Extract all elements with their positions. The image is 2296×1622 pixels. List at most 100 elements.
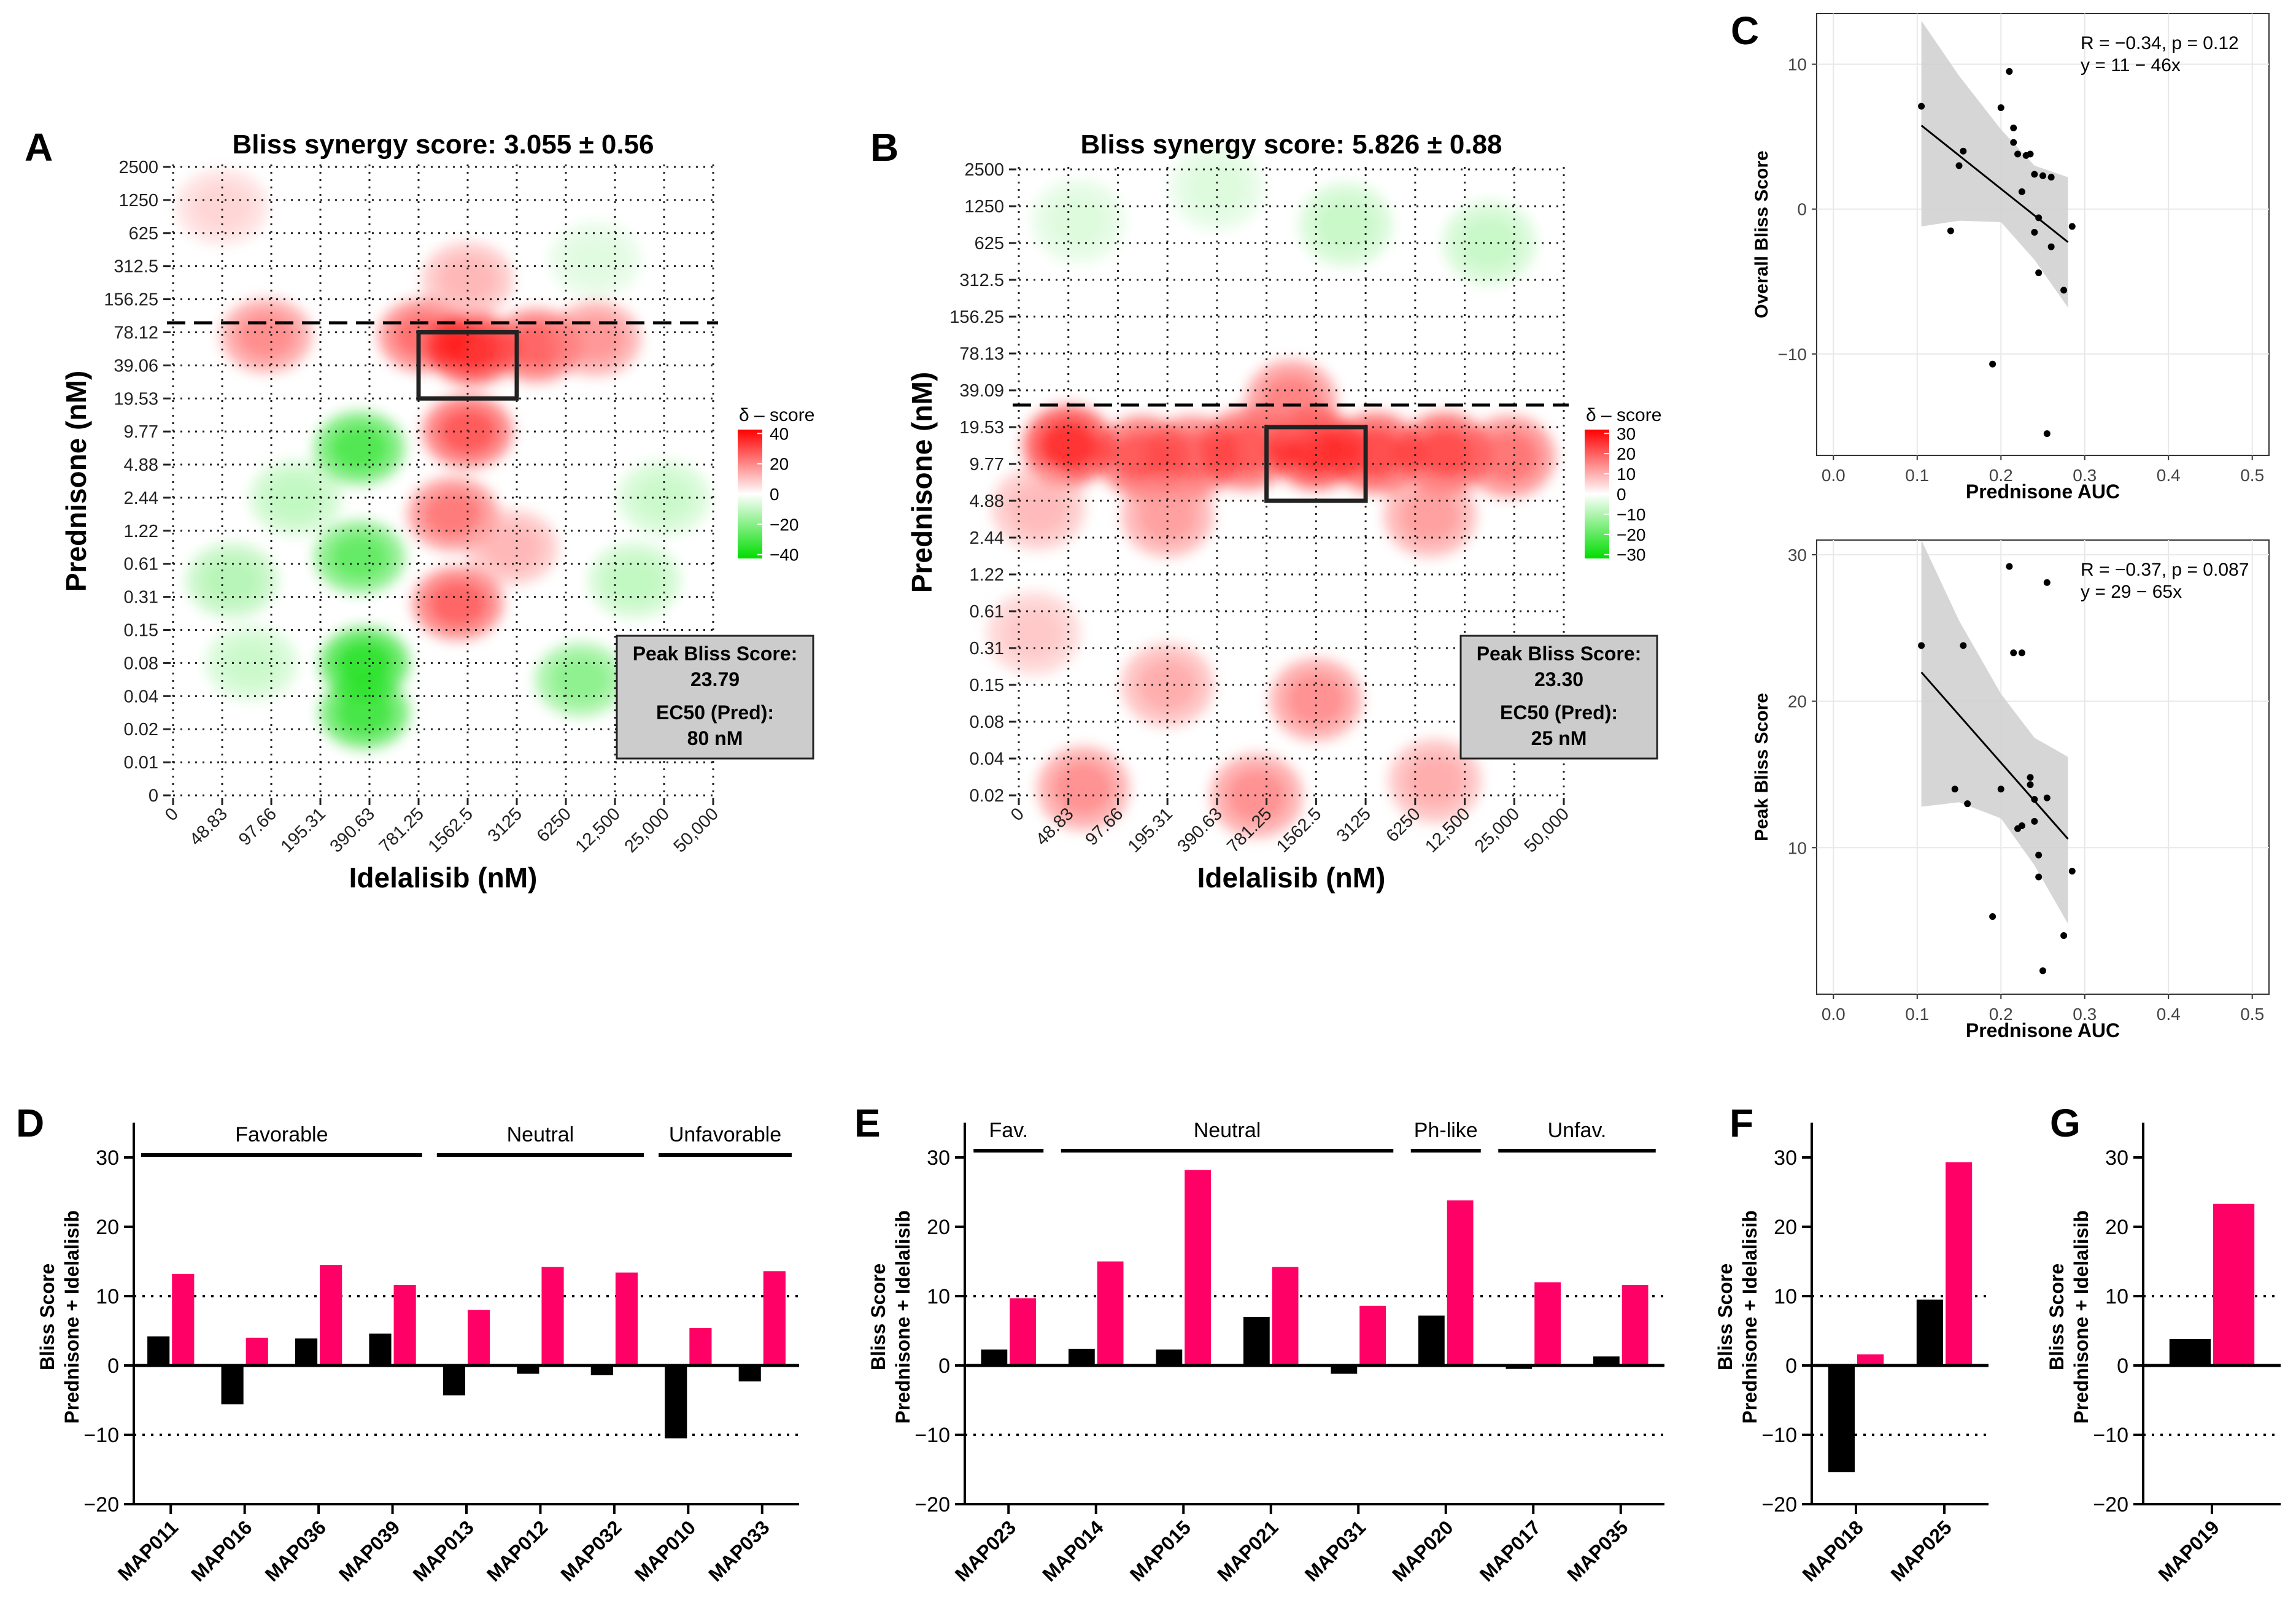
y-tick-label: 0 [1797,200,1807,219]
y-tick-label: 10 [927,1285,950,1308]
y-tick-label: −20 [914,1493,950,1516]
y-tick-label: 39.09 [959,381,1004,401]
bar-peak [1185,1170,1211,1365]
y-tick-label: 0.04 [970,749,1004,769]
y-tick-label: −20 [83,1493,119,1516]
data-point [2035,851,2043,859]
y-tick-label: 0.61 [124,555,158,574]
bar-peak [1359,1305,1386,1365]
ec50-value: 25 nM [1531,727,1587,749]
panel-letter: A [25,125,53,169]
y-tick-label: −10 [1778,345,1807,364]
bar-overall [443,1365,465,1396]
x-tick-label: 0.0 [1822,1005,1846,1024]
y-tick-label: 78.12 [114,323,158,342]
panel-c-bottom: 0.0 0.1 0.2 0.3 0.4 0.5 30 20 10 R = −0.37, p = 0… [1752,539,2270,1041]
y-axis-label: Prednisone (nM) [60,371,92,592]
panel-letter: F [1730,1101,1753,1145]
data-point [2010,649,2017,657]
correlation-annotation: R = −0.34, p = 0.12 [2081,33,2239,53]
data-point [2047,174,2055,181]
heatmap-cell-core [428,580,487,627]
y-tick-label: 20 [927,1216,950,1239]
y-tick-label: 19.53 [959,418,1004,438]
y-tick-label: 30 [2105,1146,2128,1170]
x-tick-label: 97.66 [235,804,280,849]
bar-overall [369,1334,392,1365]
info-box-background [616,635,814,760]
y-tick-label: 19.53 [114,389,158,409]
category-label: MAP010 [630,1516,700,1585]
bar-peak [1534,1282,1561,1365]
y-tick-label: 10 [1788,838,1807,857]
data-point [1964,800,1971,808]
group-label: Ph-like [1414,1119,1478,1142]
x-tick-label: 0.4 [2157,1005,2181,1024]
bar-overall [738,1365,761,1381]
y-tick-label: 0.08 [124,654,158,673]
x-tick-label: 0.5 [2240,466,2264,485]
y-axis-label: Prednisone (nM) [906,372,938,593]
ec50-label: EC50 (Pred): [656,701,774,724]
heatmap-cell-core [438,256,497,303]
data-point [2039,172,2046,179]
y-tick-label: 0.31 [124,588,158,608]
peak-region-box [416,330,519,401]
y-tick-label: 2500 [118,158,158,177]
category-label: MAP039 [334,1516,404,1585]
x-tick-label: 3125 [484,804,526,846]
panel-A: A 0 0.01 0.02 0.04 0.08 0.15 0.31 0.61 1.22 2.44 4.… [25,125,814,894]
heatmap-cell-core [1459,217,1520,269]
bar-peak [763,1271,786,1365]
y-tick-label: 312.5 [114,257,158,277]
data-point [1997,786,2004,793]
bar-overall [1828,1365,1855,1473]
y-tick-label: 30 [96,1146,119,1170]
y-tick-label: 10 [2105,1285,2128,1308]
y-tick-label: 0 [1785,1354,1797,1378]
data-point [2018,188,2025,195]
bar-overall [2169,1339,2211,1365]
heatmap-cell-core [1261,376,1321,427]
heatmap-cell-core [1137,490,1197,541]
x-tick-label: 0.1 [1905,466,1929,485]
bar-overall [1418,1315,1445,1365]
data-point [2014,150,2022,158]
panel-letter: D [16,1101,44,1145]
correlation-annotation: R = −0.37, p = 0.087 [2081,560,2249,580]
peak-value: 23.30 [1534,668,1583,690]
bar-peak [1097,1261,1124,1365]
data-point [2039,967,2046,975]
ec50-label: EC50 (Pred): [1500,701,1618,724]
x-tick-label: 25,000 [621,804,673,856]
heatmap-cell-core [566,236,625,283]
y-tick-label: 9.77 [124,422,158,442]
data-point [2060,287,2068,294]
x-axis-label: Prednisone AUC [1966,481,2120,503]
x-tick-label: 50,000 [1521,804,1573,856]
panel-letter: G [2050,1101,2081,1145]
y-tick-label: 0.04 [124,687,158,706]
x-tick-label: 195.31 [277,804,330,856]
y-tick-label: 78.13 [959,344,1004,364]
data-point [2060,932,2068,940]
category-label: MAP032 [556,1516,625,1585]
bar-peak [1010,1298,1036,1365]
data-point [2027,150,2034,158]
category-label: MAP015 [1126,1516,1195,1585]
legend-tick-label: −40 [770,546,799,565]
legend-tick-label: 0 [770,485,779,504]
y-axis-label-line: Bliss Score [2046,1264,2068,1370]
heatmap-cell-core [1286,674,1346,725]
bar-peak [2213,1203,2255,1365]
data-point [1918,642,1925,649]
data-point [2035,873,2043,881]
legend-tick-label: −10 [1617,505,1646,524]
y-tick-label: 9.77 [970,455,1004,474]
bar-overall [221,1365,244,1405]
x-tick-label: 781.25 [376,804,428,856]
legend-tick-label: −30 [1617,546,1646,565]
x-tick-label: 0 [161,804,182,825]
data-point [1960,642,1967,649]
